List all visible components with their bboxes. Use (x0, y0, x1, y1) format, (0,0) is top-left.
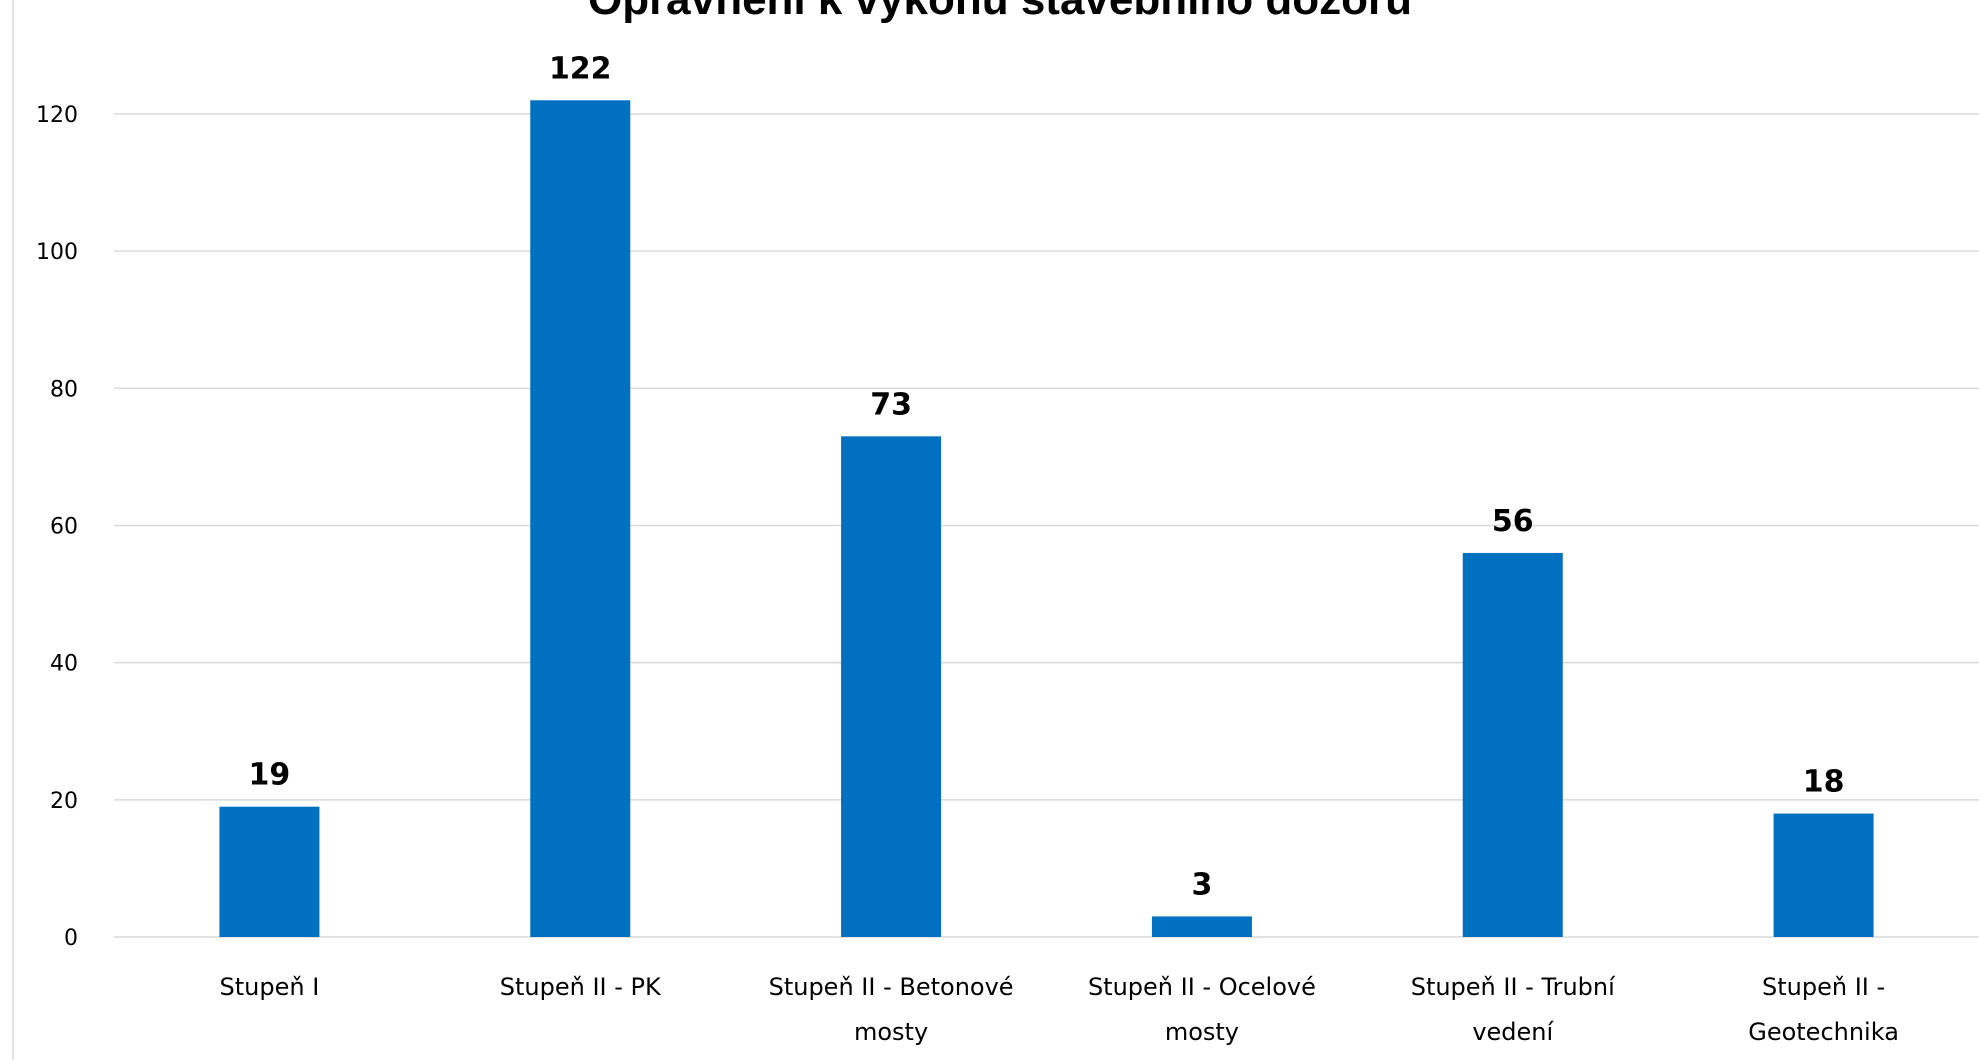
bar-2 (530, 100, 631, 938)
y-tick-label-120: 120 (36, 103, 78, 128)
x-category-label-4-line-2: mosty (1165, 1018, 1239, 1046)
x-category-label-1-line-1: Stupeň I (220, 973, 320, 1001)
chart-title: Oprávnění k výkonu stavebního dozoru (588, 0, 1412, 24)
x-category-label-2-line-1: Stupeň II - PK (500, 973, 662, 1001)
data-labels: 19 122 73 3 56 18 (249, 51, 1845, 902)
bar-1 (219, 806, 320, 937)
bar-4 (1151, 916, 1252, 937)
y-axis-tick-labels: 0 20 40 60 80 100 120 (36, 103, 78, 951)
y-tick-label-0: 0 (64, 926, 78, 951)
x-category-label-6-line-1: Stupeň II - (1762, 973, 1885, 1001)
bar-6 (1773, 813, 1874, 937)
y-tick-label-60: 60 (50, 515, 78, 540)
data-label-2: 122 (549, 51, 612, 86)
bars (219, 100, 1874, 938)
data-label-6: 18 (1803, 765, 1845, 800)
data-label-5: 56 (1492, 504, 1534, 539)
x-category-label-3-line-1: Stupeň II - Betonové (769, 973, 1014, 1001)
data-label-3: 73 (870, 387, 912, 422)
bar-5 (1462, 552, 1563, 937)
x-category-label-3-line-2: mosty (854, 1018, 928, 1046)
x-axis-category-labels: Stupeň I Stupeň II - PK Stupeň II - Betono… (220, 973, 1899, 1046)
x-category-label-5-line-1: Stupeň II - Trubní (1411, 973, 1616, 1001)
y-tick-label-100: 100 (36, 240, 78, 265)
x-category-label-4-line-1: Stupeň II - Ocelové (1088, 973, 1316, 1001)
gridlines (114, 113, 1979, 938)
x-category-label-6-line-2: Geotechnika (1748, 1018, 1899, 1046)
y-tick-label-80: 80 (50, 377, 78, 402)
x-category-label-5-line-2: vedení (1472, 1018, 1554, 1046)
data-label-1: 19 (249, 758, 291, 793)
y-tick-label-40: 40 (50, 652, 78, 677)
y-tick-label-20: 20 (50, 789, 78, 814)
data-label-4: 3 (1191, 867, 1212, 902)
bar-3 (841, 436, 942, 937)
